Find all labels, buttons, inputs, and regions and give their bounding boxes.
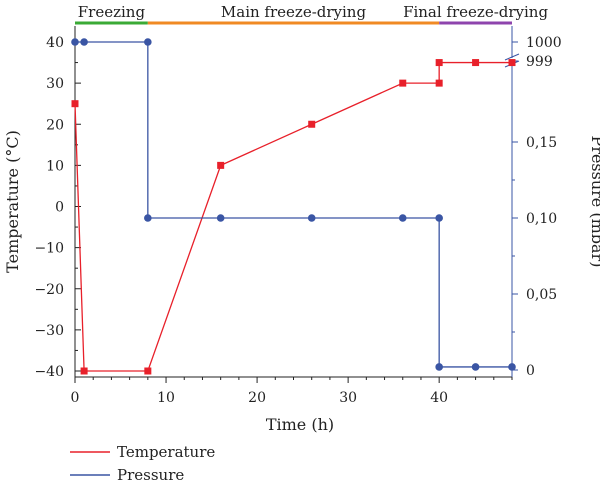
y-right-tick-label: 0 — [526, 363, 535, 379]
temperature-point — [144, 367, 152, 375]
x-tick-label: 20 — [248, 390, 266, 406]
y-left-tick-label: −20 — [34, 282, 64, 298]
temperature-point — [399, 79, 407, 87]
pressure-point — [216, 214, 225, 222]
pressure-line — [75, 41, 512, 368]
pressure-point — [144, 214, 152, 222]
pressure-point — [80, 38, 88, 46]
axis-break-mark — [504, 53, 520, 61]
pressure-point — [398, 214, 407, 222]
pressure-point — [471, 363, 480, 371]
pressure-point — [144, 38, 152, 46]
pressure-point — [435, 363, 443, 371]
x-tick-label: 10 — [157, 390, 175, 406]
temperature-point — [508, 59, 516, 67]
temperature-point — [80, 367, 88, 375]
y-right-axis-title: Pressure (mbar) — [588, 136, 600, 268]
pressure-point — [71, 38, 79, 46]
temperature-point — [217, 161, 225, 169]
y-right-tick-label: 0,10 — [526, 211, 557, 227]
legend-label-pressure: Pressure — [117, 466, 184, 484]
y-left-axis-title: Temperature (°C) — [3, 130, 22, 273]
x-axis-title: Time (h) — [266, 415, 334, 434]
temperature-point — [472, 59, 480, 67]
phase-label: Freezing — [78, 3, 146, 21]
temperature-point — [435, 79, 443, 87]
y-left-tick-label: 20 — [46, 117, 64, 133]
x-tick-label: 40 — [430, 390, 448, 406]
phase-label: Final freeze-drying — [403, 3, 548, 21]
phase-label: Main freeze-drying — [221, 3, 367, 21]
y-right-tick-label: 0,15 — [526, 135, 557, 151]
phase-bars: Freezing Main freeze-drying Final freeze-d… — [75, 3, 548, 25]
y-left-tick-label: 0 — [55, 200, 64, 216]
legend: Temperature Pressure — [70, 443, 215, 484]
pressure-point — [435, 214, 443, 222]
temperature-line — [74, 61, 512, 372]
y-left-tick-label: 40 — [46, 35, 64, 51]
y-left-tick-label: −10 — [34, 241, 64, 257]
axes: 40 30 20 10 0 −10 −20 −30 −40 0 10 20 30 40 1000 999 0,1… — [3, 26, 600, 434]
y-right-tick-label: 1000 — [526, 35, 562, 51]
x-tick-label: 0 — [71, 390, 80, 406]
temperature-point — [71, 100, 79, 108]
y-left-tick-label: −40 — [34, 364, 64, 380]
y-right-tick-label: 999 — [526, 54, 553, 70]
pressure-point — [307, 214, 316, 222]
y-left-tick-label: −30 — [34, 323, 64, 339]
temperature-point — [435, 59, 443, 67]
y-left-tick-label: 10 — [46, 158, 64, 174]
y-right-tick-label: 0,05 — [526, 287, 557, 303]
temperature-point — [308, 120, 316, 128]
pressure-point — [508, 363, 516, 371]
x-tick-label: 30 — [339, 390, 357, 406]
legend-label-temperature: Temperature — [117, 443, 215, 461]
series-layer — [71, 38, 516, 375]
y-left-tick-label: 30 — [46, 76, 64, 92]
